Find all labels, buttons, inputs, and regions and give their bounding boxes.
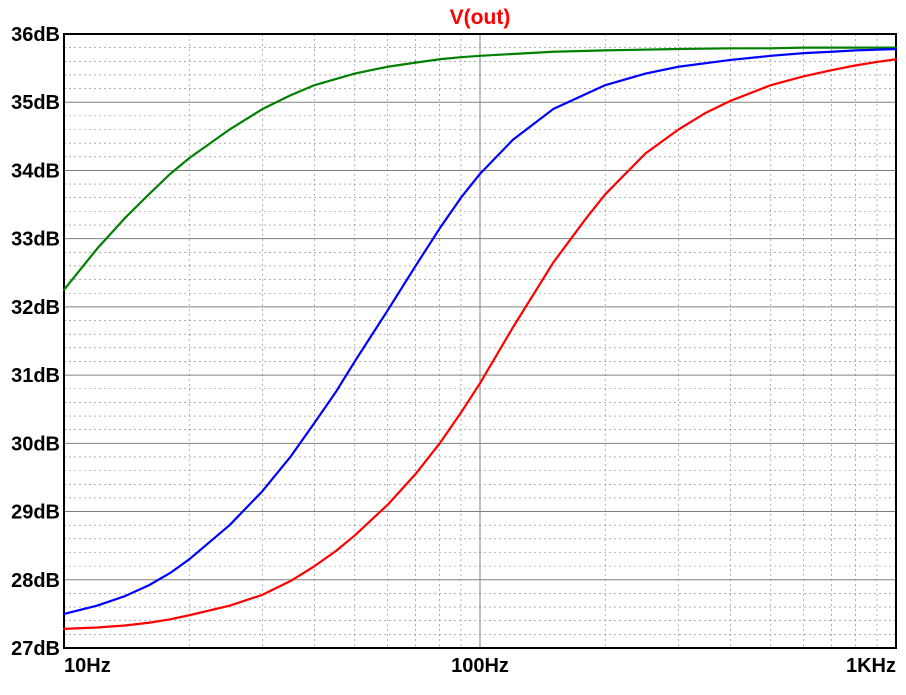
y-tick-label: 27dB	[11, 638, 60, 660]
y-tick-label: 34dB	[11, 160, 60, 182]
x-tick-label: 10Hz	[64, 655, 111, 677]
x-tick-label: 100Hz	[451, 655, 509, 677]
x-tick-label: 1KHz	[846, 655, 896, 677]
y-tick-label: 35dB	[11, 92, 60, 114]
y-tick-label: 28dB	[11, 570, 60, 592]
y-tick-label: 32dB	[11, 297, 60, 319]
y-tick-label: 31dB	[11, 365, 60, 387]
y-tick-label: 30dB	[11, 433, 60, 455]
y-tick-label: 29dB	[11, 502, 60, 524]
y-tick-label: 36dB	[11, 24, 60, 46]
chart-svg: 27dB 28dB 29dB 30dB 31dB 32dB 33dB 34dB 35dB 36dB…	[4, 4, 902, 691]
chart-title: V(out)	[450, 6, 511, 29]
y-tick-label: 33dB	[11, 229, 60, 251]
bode-chart: 27dB 28dB 29dB 30dB 31dB 32dB 33dB 34dB 35dB 36dB…	[4, 4, 902, 691]
